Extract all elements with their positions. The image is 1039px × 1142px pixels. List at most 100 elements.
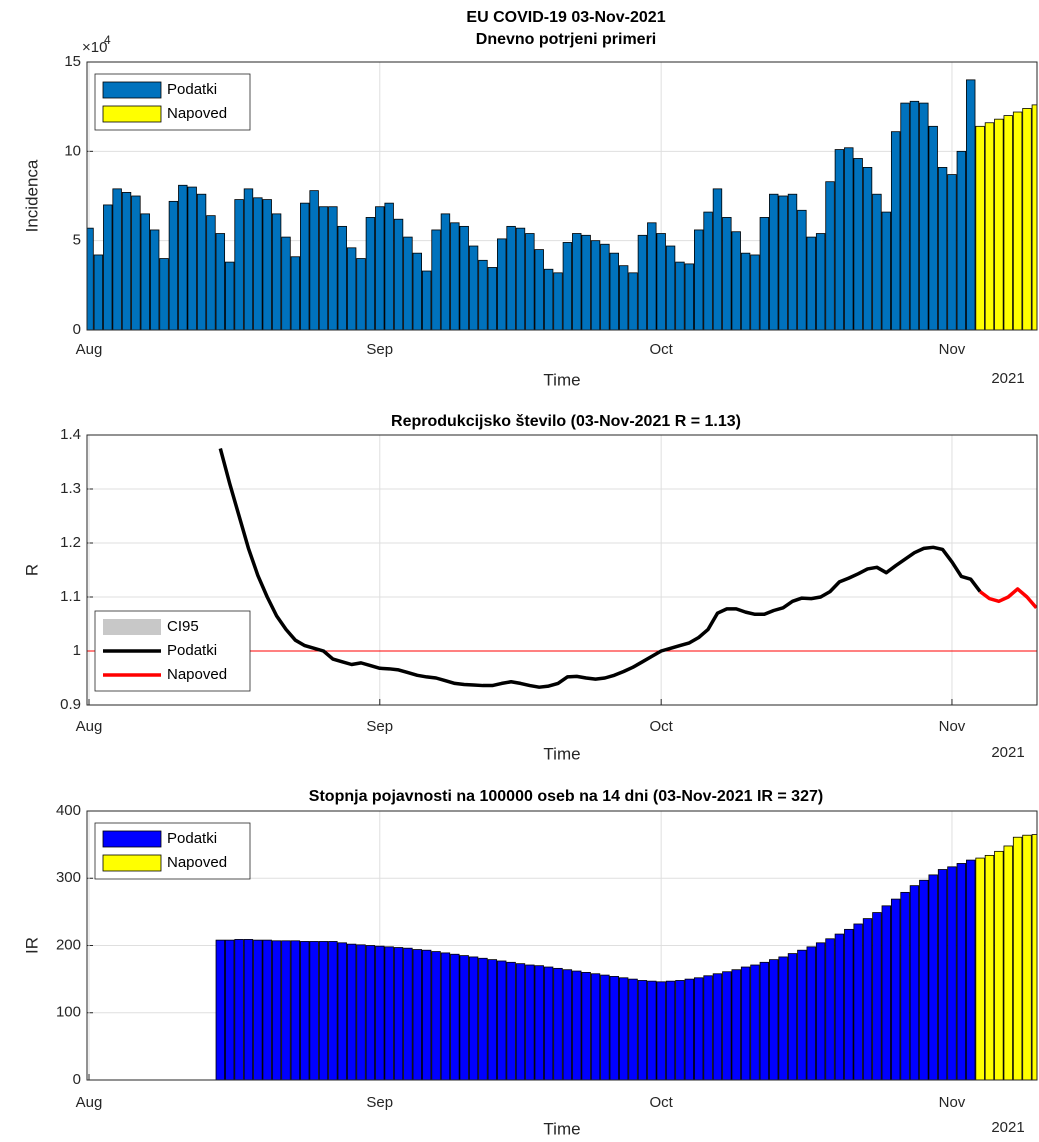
plot-content xyxy=(215,834,1037,1080)
bar xyxy=(637,980,648,1080)
bar xyxy=(318,941,329,1080)
bar xyxy=(600,243,610,330)
bar xyxy=(562,242,573,330)
y-tick-label: 0 xyxy=(73,321,81,338)
x-year-label: 2021 xyxy=(991,744,1024,761)
bar xyxy=(618,265,629,330)
bar xyxy=(478,957,488,1080)
axes-box xyxy=(86,61,1038,331)
bar xyxy=(787,193,798,330)
legend-swatch xyxy=(102,854,162,872)
bar xyxy=(806,946,816,1080)
bar xyxy=(328,941,338,1080)
x-tick-label: Aug xyxy=(76,1094,103,1111)
bar xyxy=(140,213,150,330)
bar xyxy=(543,966,554,1080)
bar xyxy=(365,217,376,330)
x-tick-label: Aug xyxy=(76,718,103,735)
x-tick-label: Nov xyxy=(939,1094,966,1111)
y-exponent-base: ×10 xyxy=(82,39,107,56)
bar xyxy=(609,976,619,1080)
bar xyxy=(318,206,329,330)
bar xyxy=(806,236,816,330)
bar xyxy=(966,79,976,330)
bar xyxy=(581,234,591,330)
bar xyxy=(740,252,751,330)
bar xyxy=(590,973,601,1080)
bar xyxy=(1022,834,1032,1080)
bar xyxy=(262,939,272,1080)
bar xyxy=(590,240,601,330)
y-tick-label: 200 xyxy=(56,936,81,953)
bar xyxy=(750,254,760,330)
bar xyxy=(375,206,385,330)
bar xyxy=(168,200,179,330)
bar xyxy=(234,199,244,330)
bar xyxy=(656,981,666,1080)
x-tick-label: Oct xyxy=(650,341,674,358)
bar xyxy=(243,188,254,330)
axes-box xyxy=(86,434,1038,706)
bar xyxy=(956,150,967,330)
bar xyxy=(103,204,113,330)
bar xyxy=(694,229,704,330)
chart-title: Reprodukcijsko število (03-Nov-2021 R = … xyxy=(391,413,741,430)
bar xyxy=(890,898,901,1080)
bar xyxy=(722,971,732,1080)
bar xyxy=(187,186,197,330)
bar xyxy=(215,939,226,1080)
bar xyxy=(600,974,610,1080)
x-year-label: 2021 xyxy=(991,1119,1024,1136)
bar xyxy=(609,252,619,330)
bar xyxy=(87,227,94,330)
bar xyxy=(797,209,807,330)
bar xyxy=(346,247,357,330)
bar xyxy=(928,125,938,330)
bar xyxy=(290,940,301,1080)
bar xyxy=(421,949,432,1080)
bar xyxy=(506,225,516,330)
bar xyxy=(534,249,544,330)
bar xyxy=(497,238,507,330)
bar xyxy=(271,213,282,330)
bar xyxy=(797,949,807,1080)
bar xyxy=(975,857,985,1080)
bar xyxy=(1031,834,1037,1080)
legend-label: Napoved xyxy=(167,854,227,871)
bar xyxy=(628,272,638,330)
bar xyxy=(356,258,366,330)
bar xyxy=(309,941,319,1080)
bar xyxy=(440,213,451,330)
y-axis-label: Incidenca xyxy=(22,159,41,232)
bar xyxy=(300,941,310,1080)
bar xyxy=(862,167,873,330)
y-tick-label: 400 xyxy=(56,802,81,819)
y-tick-label: 300 xyxy=(56,869,81,886)
bar xyxy=(665,980,676,1080)
bar xyxy=(206,215,216,330)
bar xyxy=(412,252,423,330)
bar xyxy=(759,961,770,1080)
bar xyxy=(393,218,404,330)
bar xyxy=(572,970,582,1080)
bar xyxy=(703,211,713,330)
bar xyxy=(675,980,685,1080)
line xyxy=(979,587,1037,609)
bar xyxy=(478,259,488,330)
bar xyxy=(731,969,741,1080)
x-axis-label: Time xyxy=(543,370,580,389)
x-tick-label: Sep xyxy=(366,1094,393,1111)
bar xyxy=(862,918,873,1080)
legend-label: Podatki xyxy=(167,642,217,659)
bar xyxy=(384,202,394,330)
bar xyxy=(647,222,657,330)
chart-subtitle: Dnevno potrjeni primeri xyxy=(476,31,656,48)
legend-label: Napoved xyxy=(167,105,227,122)
line xyxy=(218,448,982,689)
legend-label: Podatki xyxy=(167,81,217,98)
bar xyxy=(93,254,104,330)
y-tick-label: 1.3 xyxy=(60,480,81,497)
bar xyxy=(224,261,235,330)
bar xyxy=(769,193,779,330)
